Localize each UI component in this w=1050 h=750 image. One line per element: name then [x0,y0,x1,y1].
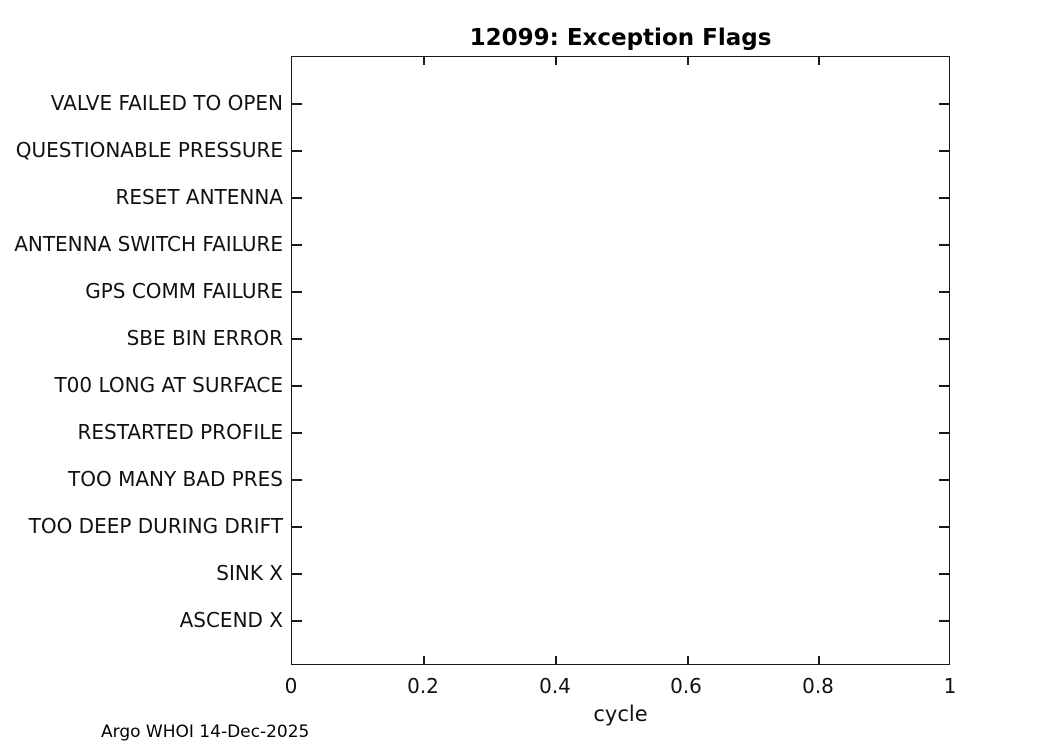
x-tick [423,656,425,664]
y-tick [939,573,949,575]
x-tick-label: 1 [943,674,957,698]
y-tick [292,338,302,340]
y-tick [939,479,949,481]
y-tick [292,479,302,481]
chart-title: 12099: Exception Flags [469,25,772,51]
y-tick [939,291,949,293]
y-tick [939,150,949,152]
y-tick [939,385,949,387]
x-tick-label: 0 [284,674,298,698]
y-tick [939,338,949,340]
x-axis-label: cycle [593,702,648,726]
y-tick [292,620,302,622]
y-tick [292,385,302,387]
y-tick [292,244,302,246]
y-tick-label: TOO MANY BAD PRES [68,467,283,491]
y-tick-label: TOO DEEP DURING DRIFT [28,514,283,538]
plot-area [291,56,950,665]
y-tick [939,103,949,105]
y-tick [292,150,302,152]
x-tick [818,57,820,65]
y-tick-label: ANTENNA SWITCH FAILURE [14,232,283,256]
y-tick [292,103,302,105]
y-tick [939,244,949,246]
y-tick-label: GPS COMM FAILURE [85,279,283,303]
y-tick [292,526,302,528]
y-tick [939,620,949,622]
y-tick [292,291,302,293]
y-tick-label: T00 LONG AT SURFACE [54,373,283,397]
x-tick [423,57,425,65]
x-tick [687,57,689,65]
x-tick [818,656,820,664]
y-tick [292,432,302,434]
footer-annotation: Argo WHOI 14-Dec-2025 [101,722,310,742]
y-tick-label: RESTARTED PROFILE [77,420,283,444]
x-tick-label: 0.2 [407,674,439,698]
x-tick [687,656,689,664]
y-tick-label: VALVE FAILED TO OPEN [50,91,283,115]
y-tick [939,197,949,199]
y-tick [939,432,949,434]
y-tick-label: RESET ANTENNA [115,185,283,209]
y-tick-label: SINK X [216,561,283,585]
x-tick [555,57,557,65]
y-tick-label: QUESTIONABLE PRESSURE [15,138,283,162]
y-tick-label: SBE BIN ERROR [126,326,283,350]
x-tick-label: 0.8 [802,674,834,698]
y-tick [292,197,302,199]
x-tick-label: 0.4 [539,674,571,698]
y-tick [292,573,302,575]
y-tick [939,526,949,528]
x-tick [555,656,557,664]
x-tick-label: 0.6 [670,674,702,698]
y-tick-label: ASCEND X [179,608,283,632]
